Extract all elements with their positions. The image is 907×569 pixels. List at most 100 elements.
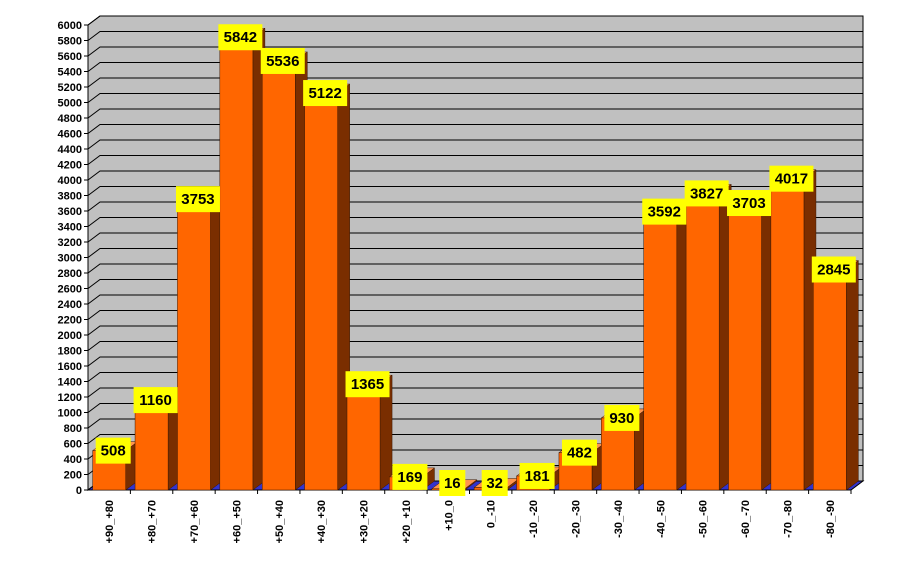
gridline: [87, 341, 863, 351]
data-label-text: 930: [609, 410, 634, 427]
y-tick-label: 2000: [58, 330, 82, 342]
bar-front: [770, 178, 805, 491]
gridline: [87, 325, 863, 336]
data-label-box: [642, 198, 687, 225]
gridline: [87, 15, 863, 26]
data-label-text: 4017: [775, 171, 808, 188]
data-label: 3827: [684, 180, 729, 207]
bar-front: [219, 36, 254, 491]
data-label-box: [727, 190, 772, 217]
bar: [727, 193, 775, 491]
gridline: [87, 170, 863, 181]
data-label-box: [175, 186, 220, 213]
y-tick-label: 3600: [58, 206, 82, 218]
y-tick-label: 3800: [58, 191, 82, 203]
data-label-text: 3753: [181, 191, 214, 208]
x-tick-label: +40_+30: [316, 500, 328, 543]
data-label: 181: [519, 462, 555, 489]
data-label-text: 2845: [817, 262, 850, 279]
bar: [176, 189, 224, 491]
data-label-box: [561, 439, 597, 466]
gridline: [87, 263, 863, 274]
data-label-box: [769, 165, 814, 192]
gridline: [87, 356, 863, 367]
data-label-box: [604, 404, 640, 431]
x-tick-label: +80_+70: [147, 500, 159, 543]
bar-front: [304, 92, 338, 491]
y-tick-label: 3400: [58, 222, 82, 234]
data-label-box: [133, 387, 178, 414]
data-label-text: 1160: [139, 392, 172, 409]
bar: [261, 51, 309, 491]
data-label: 930: [604, 404, 640, 431]
data-label: 5842: [218, 24, 263, 51]
gridline: [87, 248, 863, 258]
bar-front: [134, 399, 169, 491]
y-tick-label: 1800: [58, 346, 82, 358]
gridline: [87, 310, 863, 320]
data-label: 482: [561, 439, 597, 466]
data-label-box: [392, 463, 428, 490]
gridline: [87, 186, 863, 196]
gridline: [87, 155, 863, 165]
gridline: [87, 31, 863, 41]
data-label-text: 3592: [648, 204, 681, 221]
data-label-text: 508: [101, 443, 126, 460]
gridline: [87, 217, 863, 227]
bar-front: [177, 198, 211, 491]
y-tick-label: 1200: [58, 392, 82, 404]
data-label-box: [345, 371, 390, 398]
x-tick-label: +70_+60: [189, 500, 201, 543]
y-tick-label: 4400: [58, 144, 82, 156]
x-tick-label: -50_-60: [698, 500, 710, 538]
gridline: [87, 77, 863, 88]
bar-front: [728, 202, 762, 491]
data-label-text: 3703: [732, 195, 765, 212]
y-tick-label: 400: [64, 454, 82, 466]
x-tick-label: +60_+50: [231, 500, 243, 543]
gridline: [87, 372, 863, 382]
gridline: [87, 232, 863, 243]
data-label-text: 169: [397, 469, 422, 486]
data-label: 169: [392, 463, 428, 490]
x-tick-label: +20_+10: [401, 500, 413, 543]
gridline: [87, 62, 863, 72]
data-label: 3753: [175, 186, 220, 213]
data-label-box: [481, 470, 508, 496]
gridline: [87, 124, 863, 134]
bar-front: [261, 60, 296, 491]
bar-front: [346, 383, 381, 491]
data-label-text: 32: [486, 475, 503, 492]
x-tick-label: +50_+40: [274, 500, 286, 543]
y-tick-label: 0: [76, 485, 82, 497]
data-label-box: [218, 24, 263, 51]
data-label-box: [260, 47, 305, 74]
data-label-text: 1365: [351, 376, 384, 393]
y-tick-label: 5600: [58, 51, 82, 63]
data-label-text: 5536: [266, 53, 299, 70]
y-tick-label: 2800: [58, 268, 82, 280]
x-tick-label: 0_-10: [486, 500, 498, 528]
x-tick-label: -10_-20: [528, 500, 540, 538]
data-label: 5536: [260, 47, 305, 74]
data-label-box: [811, 256, 856, 283]
bar-front: [813, 269, 847, 491]
bar: [219, 27, 266, 491]
data-label: 3592: [642, 198, 687, 225]
data-label: 16: [439, 470, 466, 496]
data-label: 3703: [727, 190, 772, 217]
y-tick-label: 4000: [58, 175, 82, 187]
bar-front: [643, 211, 678, 491]
data-label-box: [303, 80, 348, 107]
data-label-text: 5122: [308, 85, 341, 102]
data-label-box: [95, 437, 131, 464]
data-label-box: [519, 462, 555, 489]
y-tick-label: 1000: [58, 408, 82, 420]
y-tick-label: 5800: [58, 36, 82, 48]
y-tick-label: 1600: [58, 361, 82, 373]
gridline: [87, 201, 863, 212]
x-tick-label: -80_-90: [825, 500, 837, 538]
bar-front: [685, 193, 720, 491]
bar: [685, 183, 732, 491]
